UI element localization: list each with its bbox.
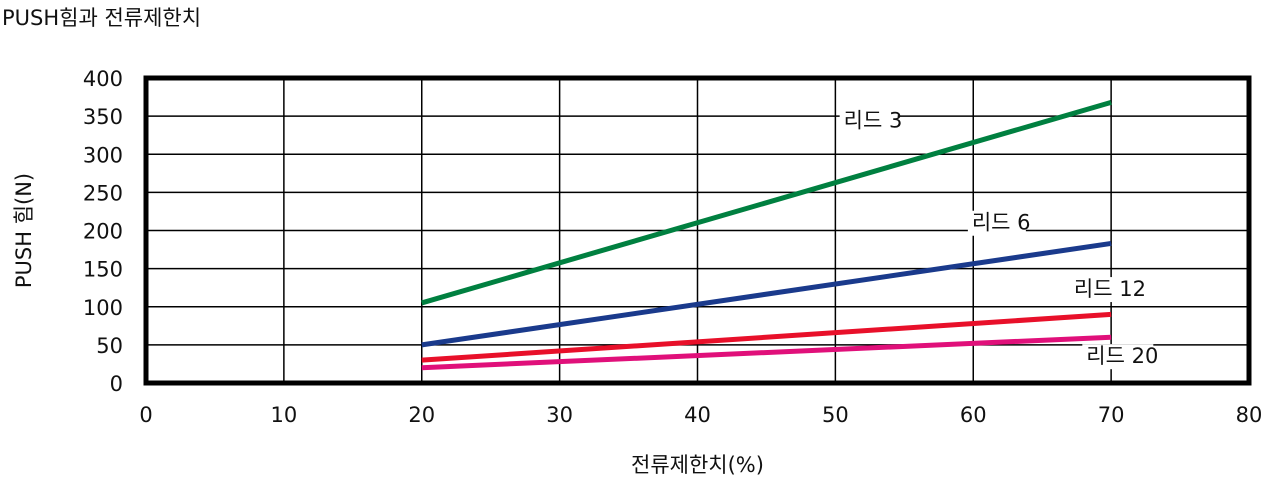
series-label-bg-2 xyxy=(1069,277,1141,303)
series-label-2: 리드 12 xyxy=(1069,277,1146,303)
series-lines xyxy=(421,99,1112,371)
x-tick-label-8: 80 xyxy=(1236,403,1263,427)
series-label-text-0: 리드 3 xyxy=(844,109,903,133)
y-tick-label-7: 350 xyxy=(83,105,123,129)
y-tick-label-0: 0 xyxy=(110,372,123,396)
series-label-text-3: 리드 20 xyxy=(1086,344,1158,368)
x-tick-label-2: 20 xyxy=(408,403,435,427)
plot-frame xyxy=(143,75,1252,386)
series-line-0 xyxy=(421,99,1112,306)
series-line-1 xyxy=(421,240,1112,348)
y-tick-label-1: 50 xyxy=(96,334,123,358)
y-tick-label-4: 200 xyxy=(83,220,123,244)
x-tick-label-0: 0 xyxy=(139,403,152,427)
series-label-3: 리드 20 xyxy=(1082,344,1158,370)
y-tick-label-2: 100 xyxy=(83,296,123,320)
x-tick-label-5: 50 xyxy=(822,403,849,427)
y-tick-label-6: 300 xyxy=(83,143,123,167)
x-tick-label-4: 40 xyxy=(684,403,711,427)
x-axis-label: 전류제한치(%) xyxy=(631,453,764,477)
series-label-text-1: 리드 6 xyxy=(972,211,1031,235)
series-label-0: 리드 3 xyxy=(839,108,903,134)
series-line-3 xyxy=(421,334,1112,371)
series-label-1: 리드 6 xyxy=(967,210,1031,236)
y-tick-labels: 0 50 100 150 200 250 300 350 400 xyxy=(83,67,123,396)
y-tick-label-3: 150 xyxy=(83,258,123,282)
y-axis-label: PUSH 힘(N) xyxy=(12,173,36,288)
chart-title: PUSH힘과 전류제한치 xyxy=(2,6,202,30)
x-tick-labels: 0 10 20 30 40 50 60 70 80 xyxy=(139,403,1262,427)
series-label-bg-3 xyxy=(1082,344,1154,370)
series-labels: 리드 3 리드 6 리드 12 리드 20 xyxy=(839,108,1158,370)
y-tick-label-8: 400 xyxy=(83,67,123,91)
x-tick-label-6: 60 xyxy=(960,403,987,427)
x-tick-label-1: 10 xyxy=(271,403,298,427)
y-tick-label-5: 250 xyxy=(83,181,123,205)
series-label-bg-0 xyxy=(839,108,898,134)
series-line-2 xyxy=(421,311,1112,363)
x-tick-label-3: 30 xyxy=(546,403,573,427)
series-label-bg-1 xyxy=(967,210,1026,236)
series-label-text-2: 리드 12 xyxy=(1074,277,1146,301)
x-tick-label-7: 70 xyxy=(1098,403,1125,427)
